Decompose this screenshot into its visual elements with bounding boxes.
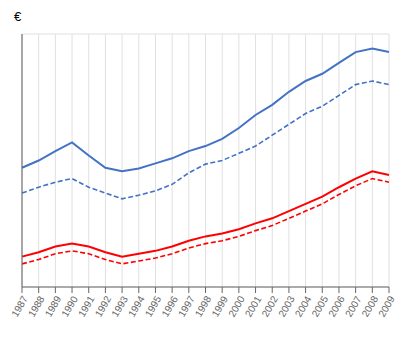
svg-text:2001: 2001 [242, 294, 264, 319]
svg-text:1990: 1990 [59, 294, 80, 319]
svg-text:1992: 1992 [92, 294, 114, 319]
svg-text:1987: 1987 [9, 294, 30, 319]
svg-text:2008: 2008 [359, 294, 381, 319]
svg-text:2002: 2002 [259, 294, 281, 319]
svg-text:2009: 2009 [376, 294, 397, 319]
svg-text:1997: 1997 [176, 294, 197, 319]
svg-text:1991: 1991 [76, 294, 97, 319]
svg-text:1999: 1999 [209, 294, 231, 319]
svg-text:1989: 1989 [42, 294, 64, 319]
svg-text:1998: 1998 [192, 294, 214, 319]
svg-text:1995: 1995 [142, 294, 164, 319]
svg-text:2003: 2003 [276, 294, 297, 319]
svg-text:2007: 2007 [342, 294, 364, 319]
svg-text:2000: 2000 [226, 294, 247, 319]
svg-text:2004: 2004 [292, 294, 314, 319]
svg-text:1988: 1988 [25, 294, 47, 319]
svg-text:1996: 1996 [159, 294, 180, 319]
svg-text:1994: 1994 [126, 294, 147, 319]
svg-text:1993: 1993 [109, 294, 130, 319]
svg-text:2005: 2005 [309, 294, 331, 319]
svg-text:2006: 2006 [326, 294, 347, 319]
